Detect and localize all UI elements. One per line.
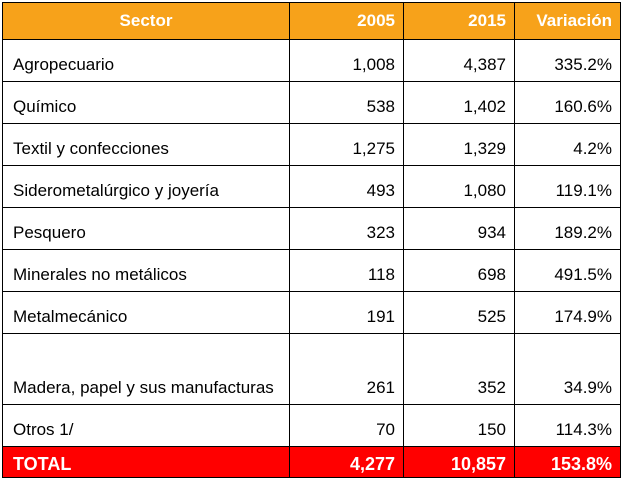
table-row: Pesquero 323 934 189.2%: [2, 207, 621, 250]
header-2005: 2005: [289, 2, 404, 40]
row-2015: 525: [403, 291, 515, 334]
row-variation: 34.9%: [514, 333, 621, 405]
table-row: Minerales no metálicos 118 698 491.5%: [2, 249, 621, 292]
row-2015: 1,080: [403, 165, 515, 208]
row-variation: 174.9%: [514, 291, 621, 334]
row-sector: Otros 1/: [2, 404, 290, 447]
total-label: TOTAL: [2, 446, 290, 478]
row-2015: 150: [403, 404, 515, 447]
total-2005: 4,277: [289, 446, 404, 478]
row-2005: 191: [289, 291, 404, 334]
table-row: Agropecuario 1,008 4,387 335.2%: [2, 39, 621, 82]
row-sector: Minerales no metálicos: [2, 249, 290, 292]
row-variation: 491.5%: [514, 249, 621, 292]
row-sector: Textil y confecciones: [2, 123, 290, 166]
row-sector: Madera, papel y sus manufacturas: [2, 333, 290, 405]
row-2005: 323: [289, 207, 404, 250]
total-2015: 10,857: [403, 446, 515, 478]
row-2005: 493: [289, 165, 404, 208]
row-2015: 352: [403, 333, 515, 405]
row-2005: 261: [289, 333, 404, 405]
header-sector: Sector: [2, 2, 290, 40]
row-2015: 4,387: [403, 39, 515, 82]
row-sector: Agropecuario: [2, 39, 290, 82]
row-2015: 934: [403, 207, 515, 250]
row-2015: 1,329: [403, 123, 515, 166]
table-row: Otros 1/ 70 150 114.3%: [2, 404, 621, 447]
row-variation: 114.3%: [514, 404, 621, 447]
row-variation: 4.2%: [514, 123, 621, 166]
row-sector: Pesquero: [2, 207, 290, 250]
row-2005: 1,008: [289, 39, 404, 82]
header-row: Sector 2005 2015 Variación: [2, 2, 621, 40]
table-row: Metalmecánico 191 525 174.9%: [2, 291, 621, 334]
header-variation: Variación: [514, 2, 621, 40]
row-sector: Metalmecánico: [2, 291, 290, 334]
row-variation: 335.2%: [514, 39, 621, 82]
row-2005: 1,275: [289, 123, 404, 166]
row-variation: 160.6%: [514, 81, 621, 124]
row-2015: 1,402: [403, 81, 515, 124]
table-row: Siderometalúrgico y joyería 493 1,080 11…: [2, 165, 621, 208]
row-2005: 538: [289, 81, 404, 124]
table-row: Textil y confecciones 1,275 1,329 4.2%: [2, 123, 621, 166]
row-2005: 118: [289, 249, 404, 292]
row-sector: Químico: [2, 81, 290, 124]
header-2015: 2015: [403, 2, 515, 40]
total-row: TOTAL 4,277 10,857 153.8%: [2, 446, 621, 478]
row-2015: 698: [403, 249, 515, 292]
row-variation: 189.2%: [514, 207, 621, 250]
table-row: Madera, papel y sus manufacturas 261 352…: [2, 333, 621, 405]
row-sector: Siderometalúrgico y joyería: [2, 165, 290, 208]
total-variation: 153.8%: [514, 446, 621, 478]
table-row: Químico 538 1,402 160.6%: [2, 81, 621, 124]
row-2005: 70: [289, 404, 404, 447]
row-variation: 119.1%: [514, 165, 621, 208]
